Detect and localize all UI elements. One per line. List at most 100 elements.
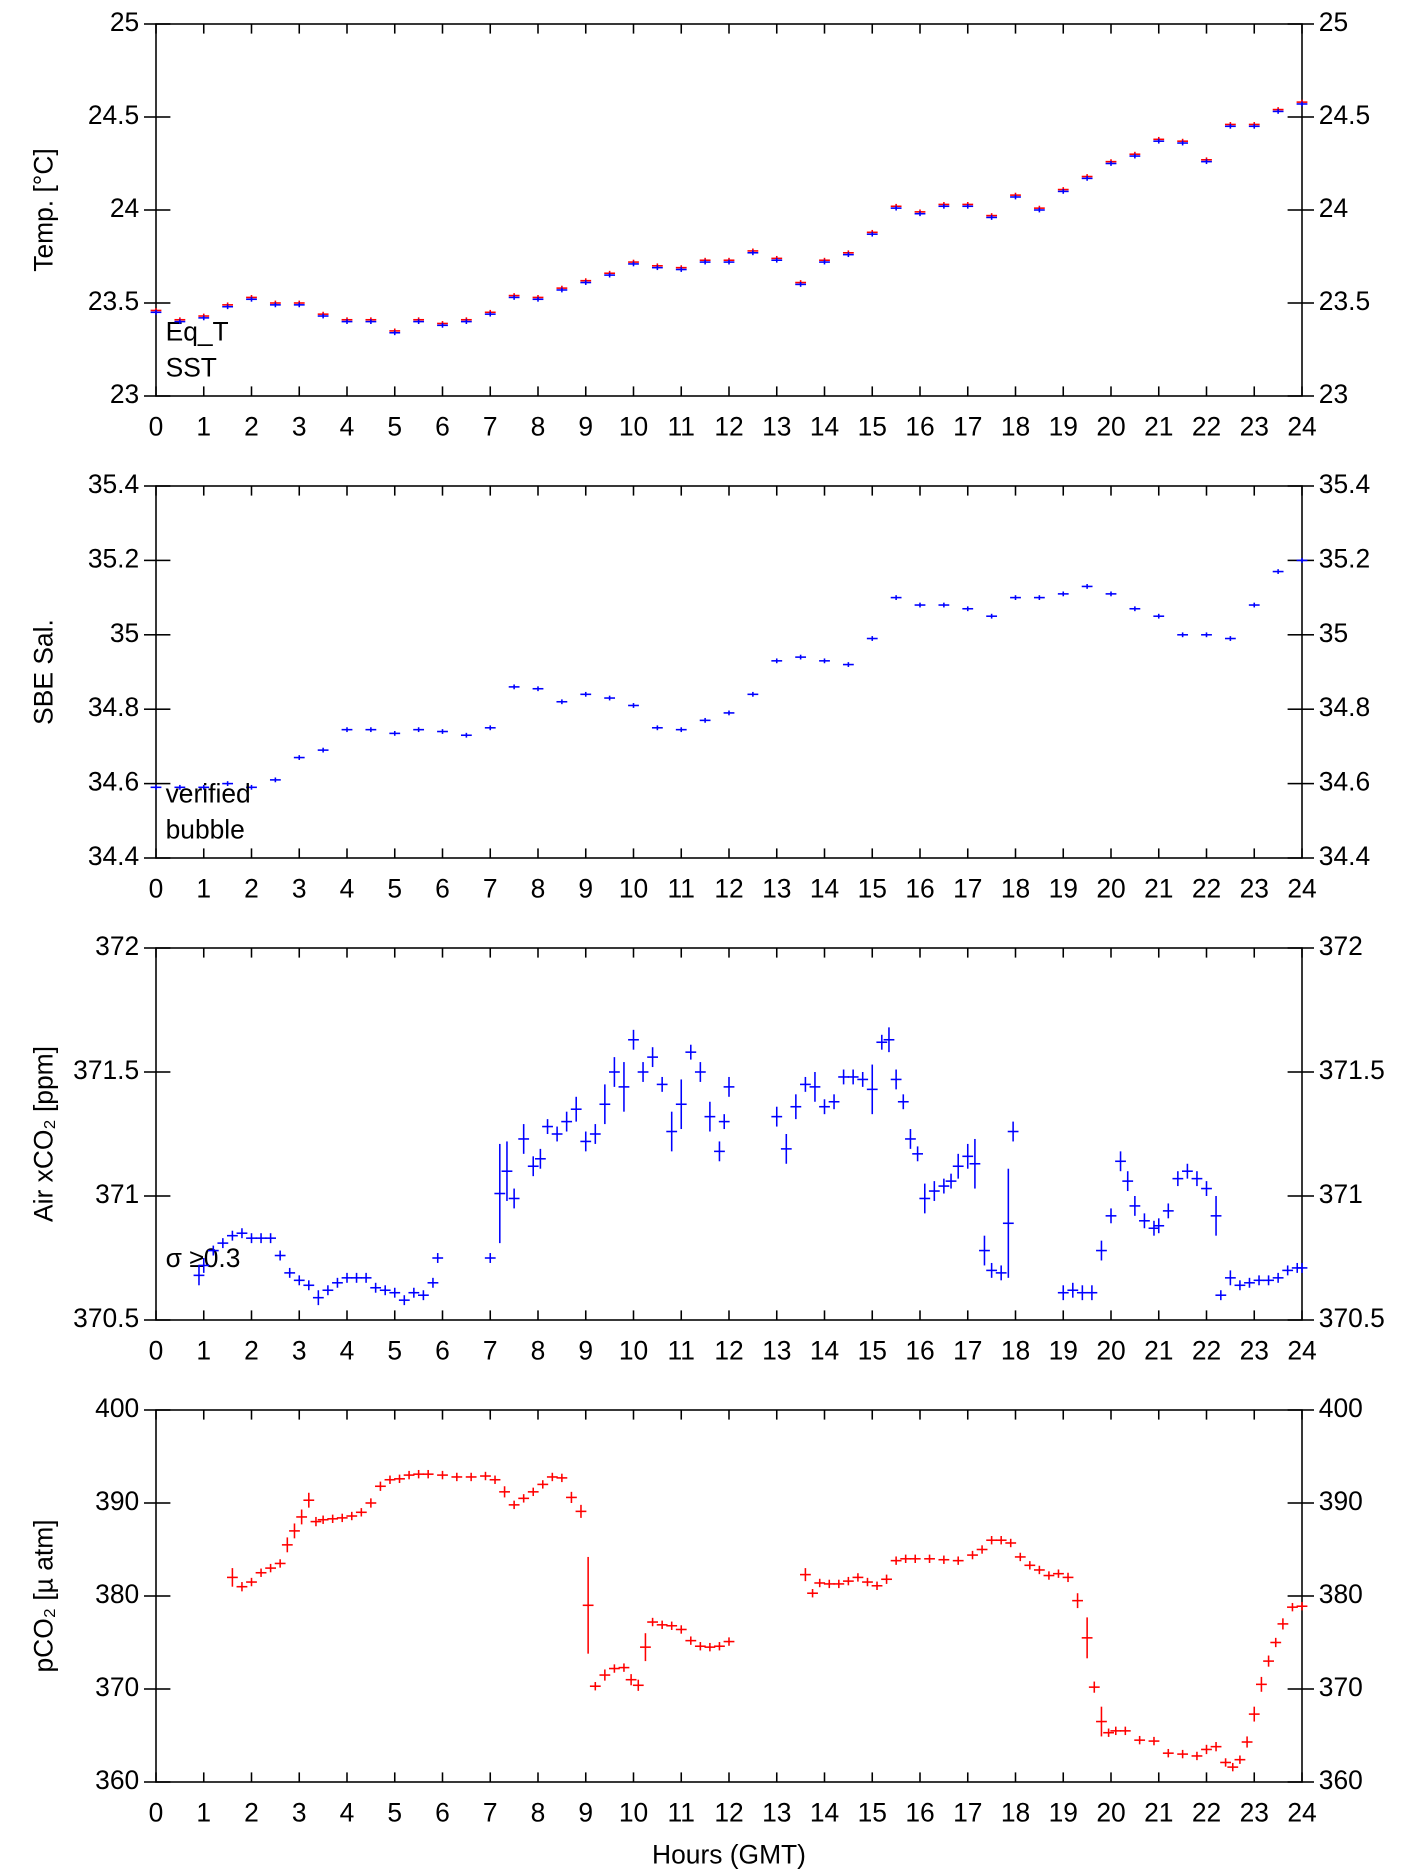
data-point bbox=[236, 1582, 248, 1592]
data-point bbox=[1220, 1758, 1232, 1767]
data-point bbox=[375, 1481, 386, 1491]
x-tick-label: 24 bbox=[1287, 873, 1316, 903]
y-tick-label: 34.4 bbox=[1319, 841, 1370, 871]
data-point bbox=[546, 1472, 558, 1482]
data-point bbox=[351, 1272, 362, 1283]
x-tick-label: 10 bbox=[619, 1335, 648, 1365]
data-point bbox=[336, 1513, 348, 1523]
data-point bbox=[1224, 1270, 1236, 1286]
data-point bbox=[1129, 1196, 1141, 1216]
data-point bbox=[274, 1559, 286, 1568]
data-point bbox=[1067, 1282, 1079, 1298]
data-point bbox=[1191, 1751, 1203, 1761]
data-point bbox=[341, 1272, 353, 1283]
data-point bbox=[508, 1500, 520, 1510]
x-tick-label: 9 bbox=[578, 873, 593, 903]
x-tick-label: 11 bbox=[668, 873, 695, 903]
data-point bbox=[437, 322, 448, 328]
y-tick-label: 372 bbox=[95, 931, 139, 961]
data-point bbox=[532, 296, 544, 302]
y-axis-title: pCO₂ [µ atm] bbox=[29, 1519, 59, 1672]
y-tick-label: 370.5 bbox=[73, 1303, 139, 1333]
data-point bbox=[255, 1568, 267, 1577]
data-point bbox=[609, 1057, 620, 1087]
x-tick-label: 12 bbox=[714, 1335, 743, 1365]
data-point bbox=[1033, 1565, 1045, 1575]
data-point bbox=[1263, 1655, 1274, 1667]
y-tick-label: 400 bbox=[95, 1393, 139, 1423]
data-point bbox=[1201, 632, 1212, 638]
data-point bbox=[365, 727, 377, 733]
data-point bbox=[341, 319, 353, 324]
data-point bbox=[460, 732, 472, 738]
data-point bbox=[1088, 1681, 1100, 1693]
data-point bbox=[537, 1480, 549, 1489]
data-point bbox=[484, 1253, 496, 1263]
data-point bbox=[1002, 1168, 1014, 1278]
data-point bbox=[432, 1253, 444, 1263]
data-point bbox=[847, 1069, 859, 1085]
data-point bbox=[198, 784, 210, 790]
data-point bbox=[866, 636, 878, 641]
data-point bbox=[905, 1129, 916, 1149]
data-point bbox=[699, 259, 711, 265]
data-point bbox=[699, 717, 711, 723]
data-point bbox=[1148, 1220, 1160, 1236]
y-tick-label: 370.5 bbox=[1319, 1303, 1385, 1333]
data-point bbox=[924, 1554, 935, 1563]
x-tick-label: 3 bbox=[292, 873, 307, 903]
x-tick-label: 14 bbox=[810, 411, 839, 441]
data-point bbox=[1086, 1285, 1098, 1301]
data-point bbox=[236, 1228, 248, 1239]
data-point bbox=[694, 1642, 706, 1651]
data-point bbox=[1005, 1538, 1017, 1548]
x-tick-label: 9 bbox=[578, 1797, 593, 1827]
data-point bbox=[174, 784, 186, 790]
data-point bbox=[747, 250, 759, 256]
y-tick-label: 35 bbox=[1319, 618, 1348, 648]
x-tick-label: 1 bbox=[196, 411, 211, 441]
x-tick-label: 12 bbox=[714, 1797, 743, 1827]
x-tick-label: 19 bbox=[1049, 411, 1078, 441]
data-point bbox=[694, 1062, 706, 1082]
data-point bbox=[1134, 1735, 1146, 1745]
data-point bbox=[876, 1034, 888, 1050]
data-point bbox=[289, 1523, 300, 1539]
data-point bbox=[890, 205, 902, 211]
data-point bbox=[1210, 1196, 1222, 1236]
y-tick-label: 23 bbox=[1319, 379, 1348, 409]
plot-frame bbox=[155, 485, 1303, 859]
data-point bbox=[795, 282, 807, 287]
data-point bbox=[580, 691, 592, 697]
data-point bbox=[618, 1062, 630, 1112]
x-tick-label: 6 bbox=[435, 1335, 450, 1365]
data-point bbox=[327, 1514, 339, 1524]
y-tick-label: 34.8 bbox=[88, 692, 139, 722]
x-tick-label: 3 bbox=[292, 411, 307, 441]
x-tick-label: 5 bbox=[387, 1335, 402, 1365]
data-point bbox=[675, 727, 687, 733]
data-point bbox=[1272, 1272, 1284, 1283]
data-point bbox=[484, 725, 496, 731]
data-point bbox=[986, 215, 998, 220]
data-point bbox=[150, 784, 162, 790]
data-point bbox=[647, 1617, 658, 1627]
x-tick-label: 5 bbox=[387, 1797, 402, 1827]
data-point bbox=[365, 319, 377, 324]
y-tick-label: 380 bbox=[1319, 1579, 1363, 1609]
data-point bbox=[890, 1069, 902, 1090]
x-tick-label: 18 bbox=[1001, 1335, 1030, 1365]
x-tick-label: 17 bbox=[953, 1797, 982, 1827]
data-point bbox=[1057, 591, 1069, 597]
data-point bbox=[1033, 207, 1045, 213]
data-point bbox=[494, 1143, 506, 1244]
data-point bbox=[685, 1044, 697, 1060]
data-point bbox=[800, 1076, 811, 1092]
y-tick-label: 24.5 bbox=[1319, 100, 1370, 130]
data-point bbox=[207, 1245, 219, 1256]
x-tick-label: 20 bbox=[1096, 1797, 1125, 1827]
data-point bbox=[714, 1642, 725, 1651]
data-point bbox=[952, 1153, 964, 1179]
data-point bbox=[527, 1156, 539, 1177]
